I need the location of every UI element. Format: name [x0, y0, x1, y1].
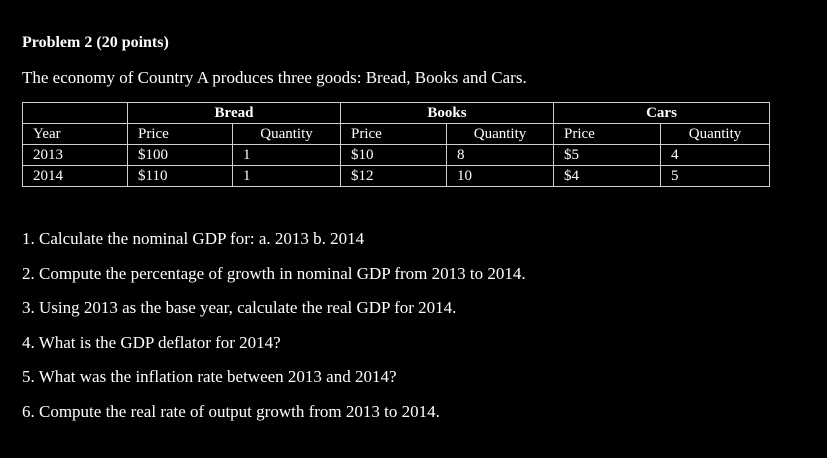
- cell-bread-price: $100: [127, 144, 233, 166]
- cell-year: 2014: [22, 165, 128, 187]
- col-header-books-price: Price: [340, 123, 447, 145]
- col-header-cars-quantity: Quantity: [659, 123, 771, 145]
- goods-table: Bread Books Cars Year Price Quantity Pri…: [22, 102, 771, 187]
- cell-books-price: $12: [340, 165, 447, 187]
- cell-books-quantity: 10: [446, 165, 554, 187]
- group-header-bread: Bread: [127, 102, 341, 124]
- question-item: 6. Compute the real rate of output growt…: [22, 401, 440, 421]
- problem-intro: The economy of Country A produces three …: [22, 68, 527, 87]
- cell-year: 2013: [22, 144, 128, 166]
- column-header-row: Year Price Quantity Price Quantity Price…: [22, 123, 771, 145]
- cell-books-price: $10: [340, 144, 447, 166]
- cell-bread-quantity: 1: [232, 165, 341, 187]
- cell-cars-quantity: 4: [659, 144, 771, 166]
- cell-cars-price: $4: [553, 165, 661, 187]
- table-row: 2014 $110 1 $12 10 $4 5: [22, 165, 771, 187]
- group-header-books: Books: [340, 102, 554, 124]
- question-item: 5. What was the inflation rate between 2…: [22, 367, 397, 386]
- group-header-cars: Cars: [552, 102, 771, 124]
- group-header-row: Bread Books Cars: [22, 102, 771, 124]
- col-header-bread-quantity: Quantity: [232, 123, 341, 145]
- col-header-cars-price: Price: [553, 123, 661, 145]
- question-item: 3. Using 2013 as the base year, calculat…: [22, 298, 457, 317]
- col-header-bread-price: Price: [127, 123, 233, 145]
- cell-cars-quantity: 5: [659, 165, 771, 187]
- question-item: 4. What is the GDP deflator for 2014?: [22, 332, 281, 352]
- question-item: 2. Compute the percentage of growth in n…: [22, 263, 526, 283]
- cell-books-quantity: 8: [446, 144, 554, 166]
- table-row: 2013 $100 1 $10 8 $5 4: [22, 144, 771, 166]
- question-list: 1. Calculate the nominal GDP for: a. 201…: [22, 227, 526, 434]
- cell-cars-price: $5: [553, 144, 661, 166]
- question-item: 1. Calculate the nominal GDP for: a. 201…: [22, 229, 365, 248]
- group-header-blank: [22, 102, 128, 124]
- problem-title: Problem 2 (20 points): [22, 34, 169, 51]
- cell-bread-price: $110: [127, 165, 233, 187]
- col-header-books-quantity: Quantity: [446, 123, 554, 145]
- col-header-year: Year: [22, 123, 128, 145]
- cell-bread-quantity: 1: [232, 144, 341, 166]
